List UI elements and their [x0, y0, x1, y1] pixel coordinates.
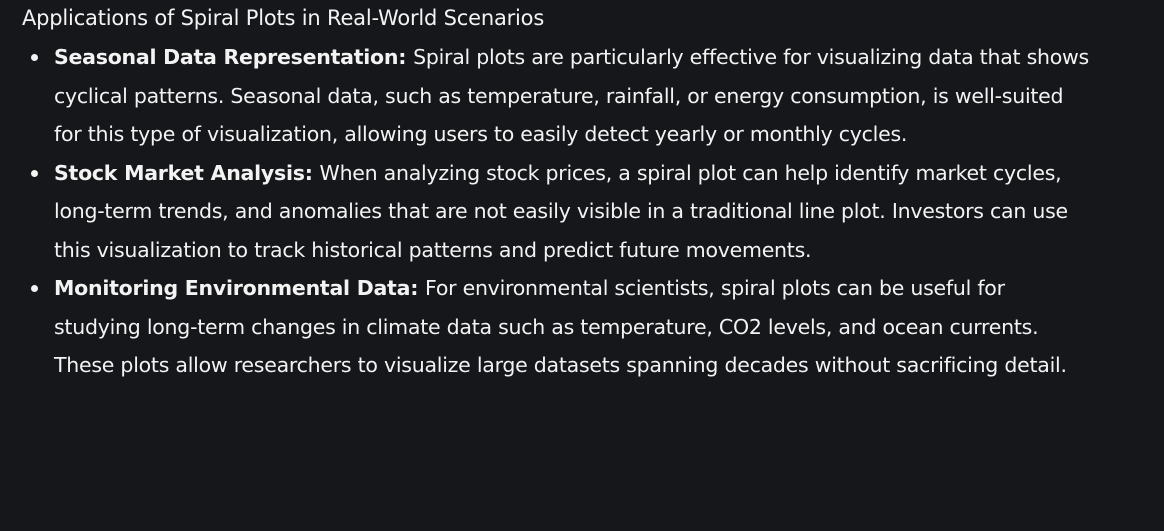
item-text: Spiral plots are particularly effective … — [54, 45, 1089, 146]
item-text: When analyzing stock prices, a spiral pl… — [54, 160, 1068, 262]
list-item-seasonal-data: Seasonal Data Representation: Spiral plo… — [22, 38, 1094, 154]
list-item-environmental-data: Monitoring Environmental Data: For envir… — [22, 269, 1094, 385]
bullet-icon — [31, 285, 38, 292]
item-title: Monitoring Environmental Data: — [54, 276, 426, 300]
bullet-icon — [31, 54, 38, 61]
item-text: For environmental scientists, spiral plo… — [54, 276, 1067, 377]
item-title: Stock Market Analysis: — [54, 160, 320, 185]
item-title: Seasonal Data Representation: — [54, 45, 414, 69]
section-heading: Applications of Spiral Plots in Real-Wor… — [22, 6, 545, 30]
bullet-list: Seasonal Data Representation: Spiral plo… — [22, 38, 1142, 385]
list-item-stock-market: Stock Market Analysis: When analyzing st… — [22, 154, 1094, 270]
bullet-icon — [31, 169, 38, 177]
